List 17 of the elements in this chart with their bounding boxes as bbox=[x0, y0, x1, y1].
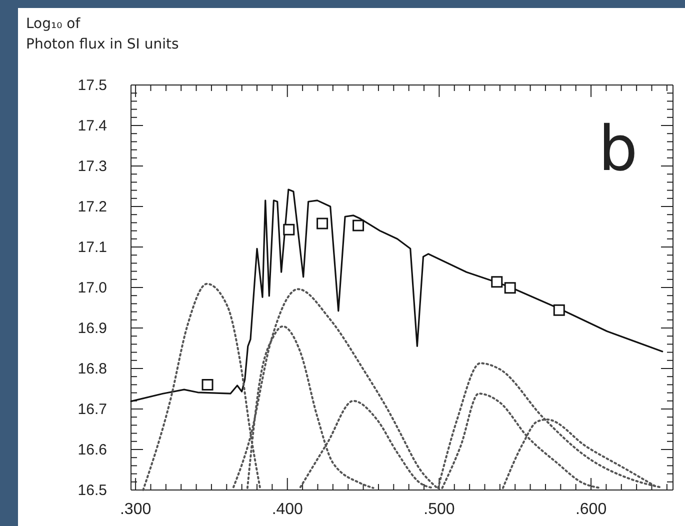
y-tick-label: 17.1 bbox=[78, 238, 107, 256]
x-tick-label: .500 bbox=[424, 500, 455, 518]
x-tick-label: .300 bbox=[120, 500, 152, 518]
x-tick-label: .400 bbox=[272, 500, 304, 518]
y-tick-label: 17.0 bbox=[78, 279, 107, 296]
y-tick-label: 17.2 bbox=[78, 198, 107, 216]
y-tick-label: 16.8 bbox=[78, 360, 107, 378]
annotation: b bbox=[598, 112, 638, 185]
y-tick-label: 17.4 bbox=[78, 117, 107, 134]
y-tick-label: 16.5 bbox=[78, 482, 107, 499]
y-axis-title: Log₁₀ of Photon flux in SI units bbox=[26, 16, 179, 52]
y-tick-label: 16.6 bbox=[78, 441, 107, 458]
y-tick-label: 17.5 bbox=[78, 76, 107, 94]
y-tick-label: 16.7 bbox=[78, 400, 107, 418]
y-tick-label: 16.9 bbox=[78, 320, 107, 337]
x-tick-label: .600 bbox=[575, 500, 607, 518]
y-tick-label: 17.3 bbox=[78, 158, 107, 175]
